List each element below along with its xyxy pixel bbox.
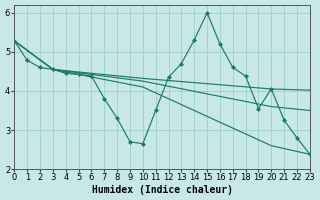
X-axis label: Humidex (Indice chaleur): Humidex (Indice chaleur) xyxy=(92,185,233,195)
